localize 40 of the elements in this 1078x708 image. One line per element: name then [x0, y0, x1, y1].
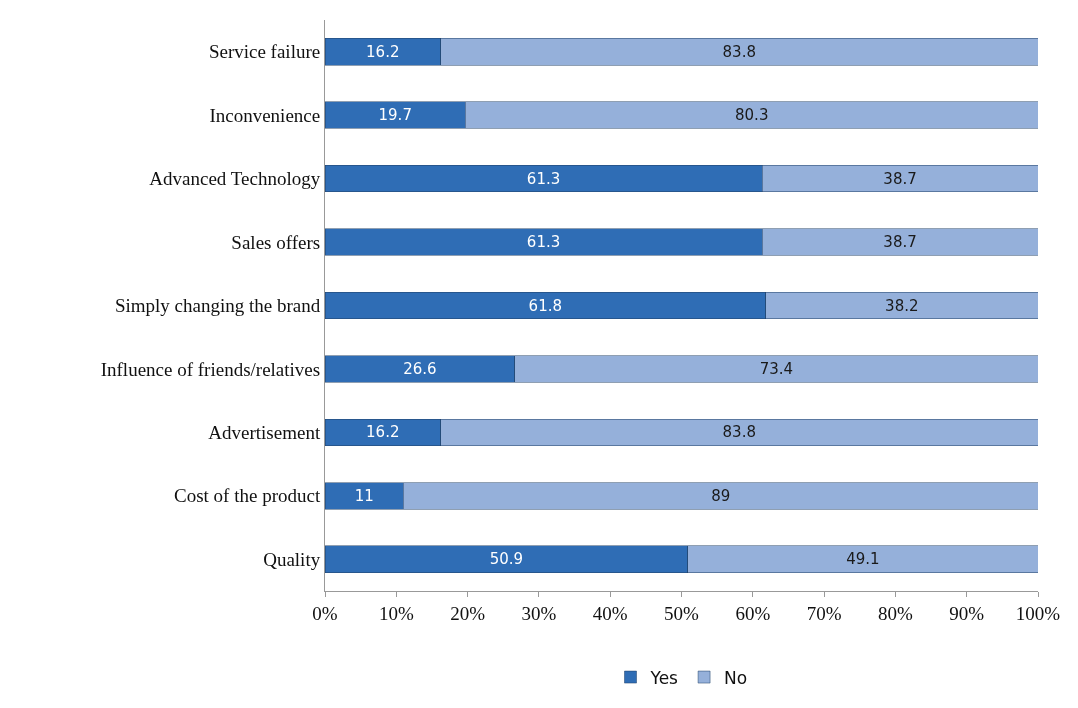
- y-tick-label: Advertisement: [208, 422, 321, 444]
- data-label: 16.2: [366, 423, 400, 442]
- data-label: 61.3: [526, 233, 561, 252]
- data-label: 16.2: [366, 42, 400, 61]
- data-label: 61.8: [528, 296, 563, 315]
- legend-label: Yes: [649, 667, 679, 688]
- y-tick-label: Influence of friends/relatives: [100, 358, 321, 380]
- data-label: 49.1: [846, 550, 880, 569]
- x-tick-label: 30%: [521, 602, 557, 624]
- x-tick-label: 0%: [312, 602, 338, 624]
- y-tick-label: Quality: [263, 548, 321, 570]
- y-tick-label: Advanced Technology: [149, 168, 321, 190]
- data-label: 19.7: [378, 106, 412, 125]
- data-label: 50.9: [489, 550, 524, 569]
- data-label: 38.7: [883, 169, 917, 188]
- data-label: 61.3: [526, 169, 561, 188]
- legend-label: No: [724, 667, 748, 688]
- data-label: 26.6: [403, 359, 437, 378]
- data-label: 38.7: [883, 233, 917, 252]
- x-tick-label: 60%: [735, 602, 771, 624]
- x-tick-label: 70%: [806, 602, 842, 624]
- data-label: 11: [354, 486, 374, 505]
- x-tick-label: 40%: [592, 602, 628, 624]
- data-label: 73.4: [759, 359, 794, 378]
- y-tick-label: Cost of the product: [174, 485, 321, 507]
- data-label: 83.8: [722, 42, 756, 61]
- y-tick-label: Sales offers: [231, 231, 321, 253]
- data-label: 38.2: [885, 296, 919, 315]
- x-tick-label: 90%: [949, 602, 985, 624]
- data-label: 89: [711, 486, 731, 505]
- x-tick-label: 20%: [450, 602, 486, 624]
- data-label: 83.8: [722, 423, 756, 442]
- x-tick-label: 100%: [1015, 602, 1061, 624]
- y-tick-label: Inconvenience: [209, 104, 321, 126]
- y-tick-label: Simply changing the brand: [114, 295, 321, 317]
- y-tick-label: Service failure: [208, 41, 321, 63]
- x-tick-label: 10%: [378, 602, 414, 624]
- data-label: 80.3: [735, 106, 769, 125]
- x-tick-label: 80%: [877, 602, 913, 624]
- x-tick-label: 50%: [664, 602, 700, 624]
